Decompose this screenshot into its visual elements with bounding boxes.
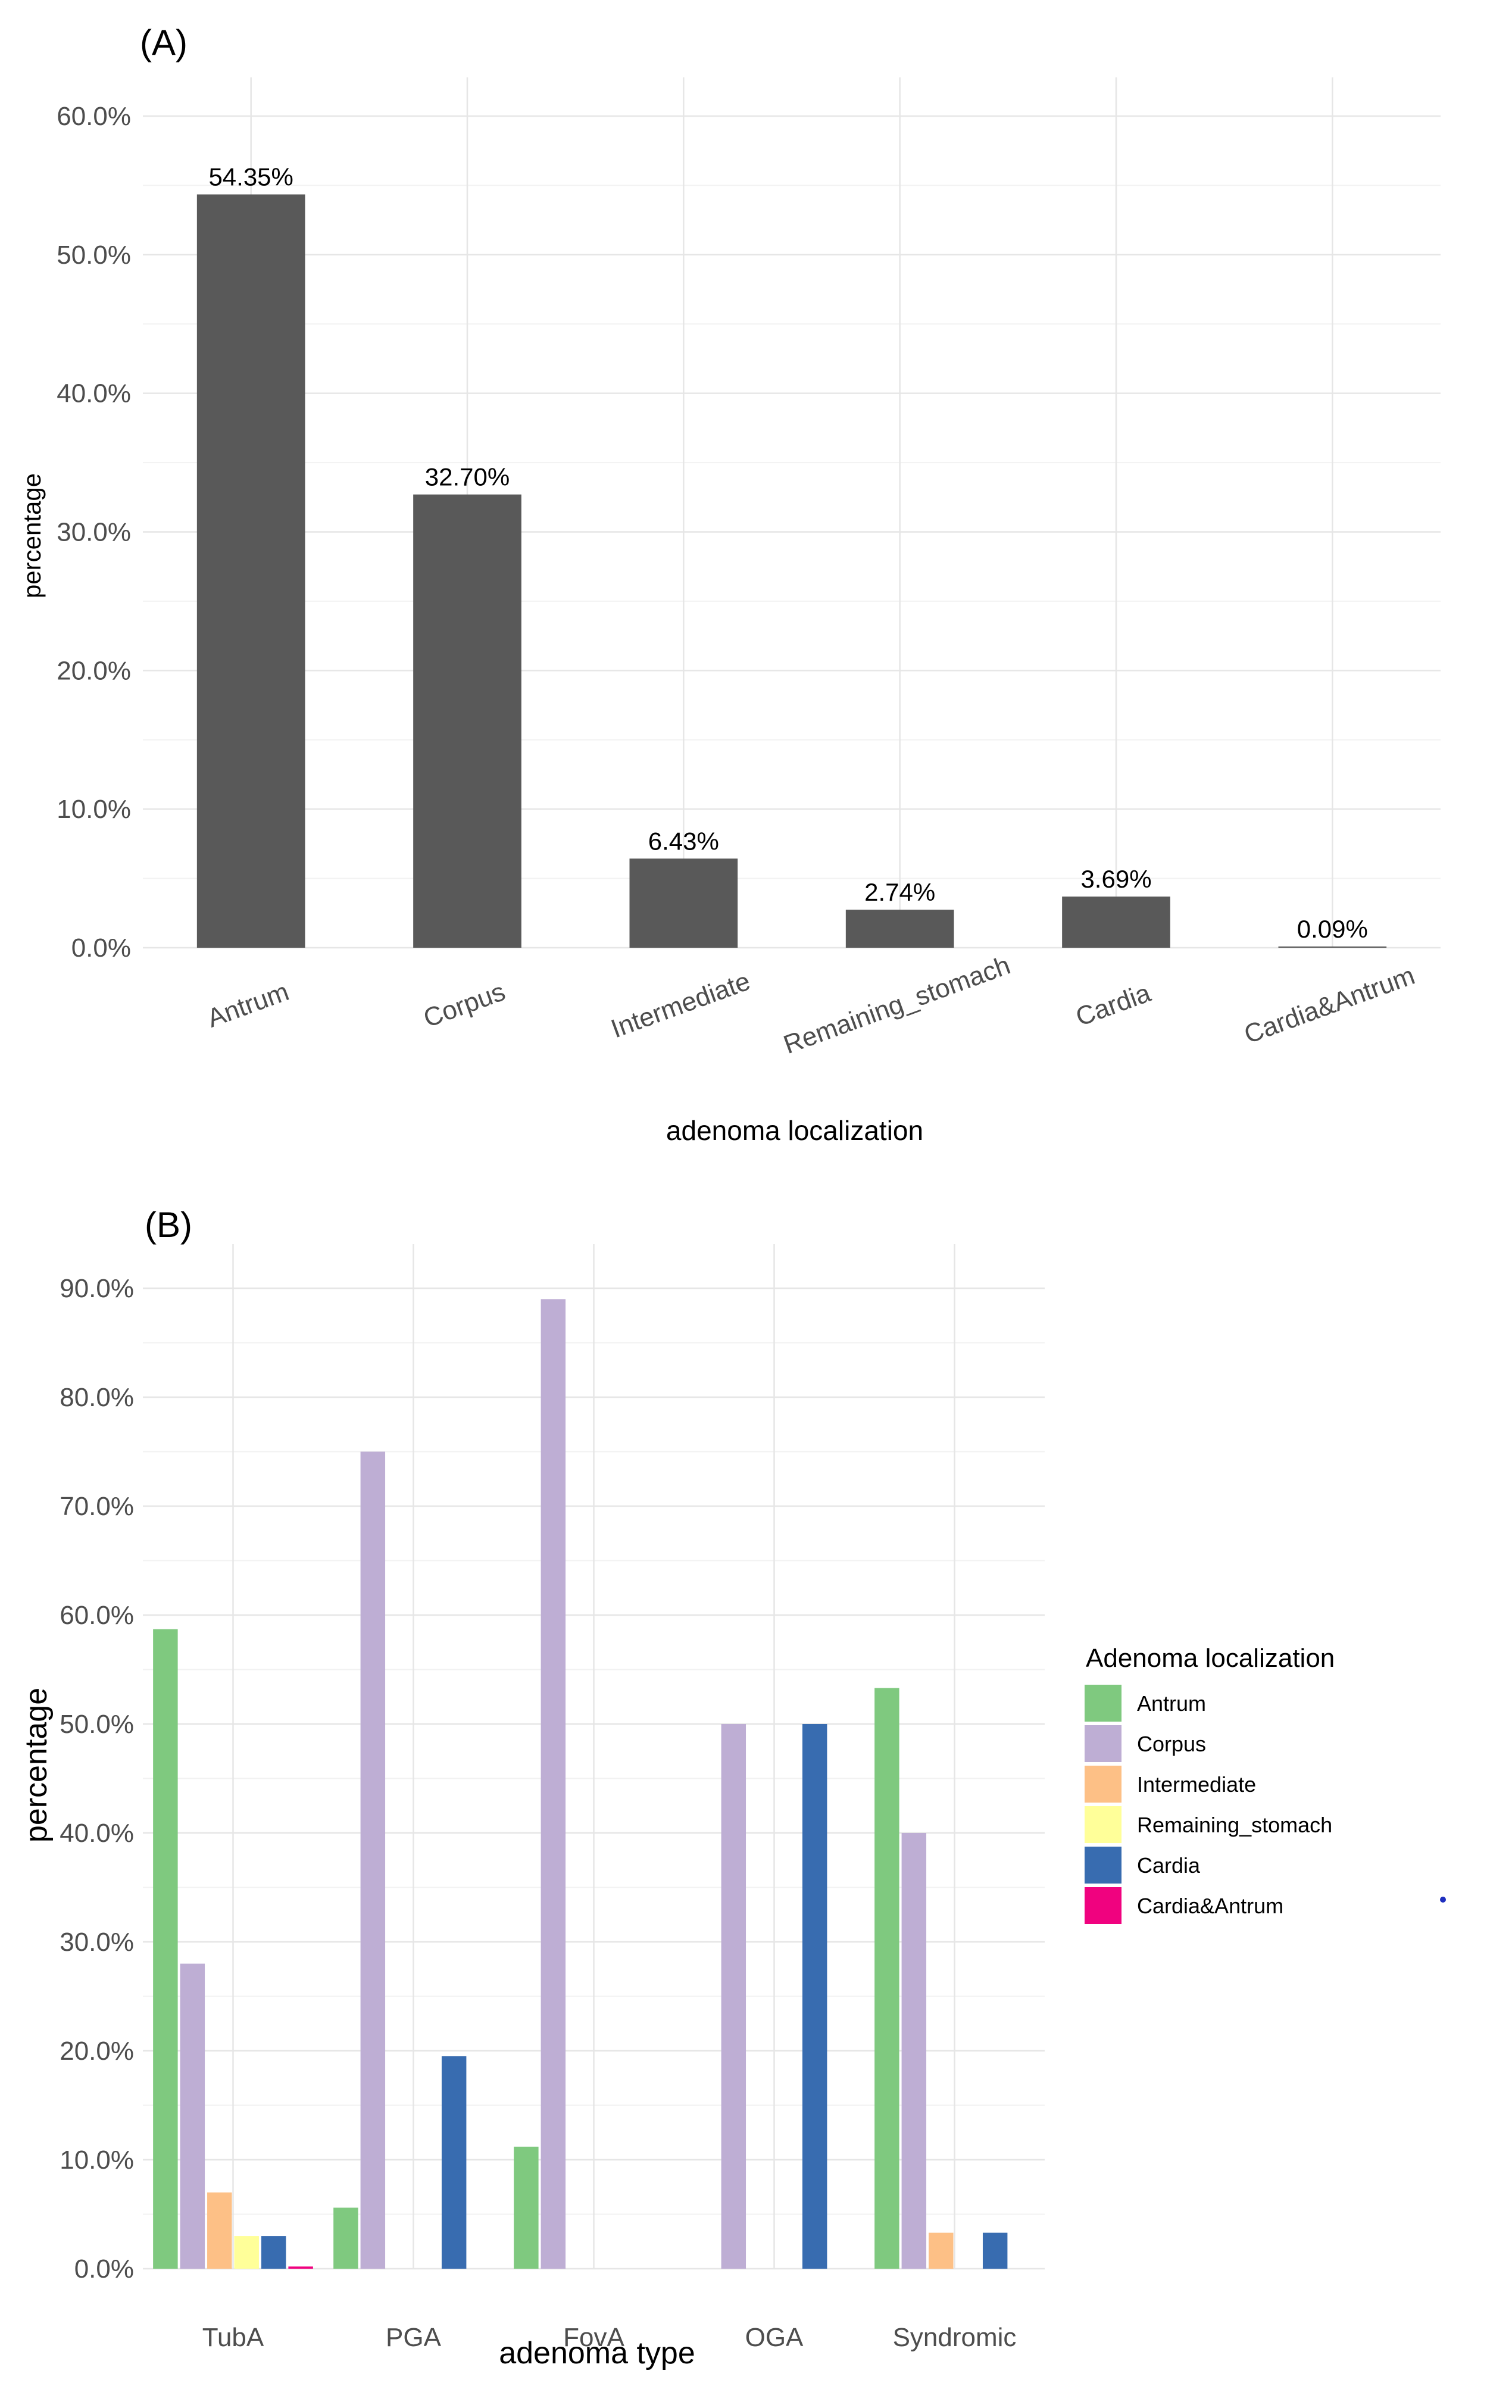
bar-syndromic-cardia — [982, 2232, 1008, 2269]
x-tick-label-cardia-antrum: Cardia&Antrum — [1241, 961, 1419, 1050]
panel-a-y-axis-title: percentage — [18, 473, 46, 598]
x-tick-label-fova: FovA — [563, 2323, 624, 2352]
bar-tuba-antrum — [153, 1629, 178, 2269]
legend-swatch-corpus — [1085, 1725, 1121, 1762]
y-tick-label: 80.0% — [60, 1383, 134, 1412]
panel-b-y-axis-title: percentage — [19, 1688, 54, 1842]
panel-b-y-tick-labels: 0.0% 10.0% 20.0% 30.0% 40.0% 50.0% 60.0% 70.0% 8… — [60, 1274, 134, 2284]
bar-pga-antrum — [333, 2207, 358, 2269]
x-tick-label-corpus: Corpus — [420, 977, 509, 1033]
y-tick-label: 10.0% — [60, 2145, 134, 2175]
panel-a-bars — [196, 194, 1387, 948]
x-tick-label-tuba: TubA — [202, 2323, 264, 2352]
bar-pga-corpus — [360, 1451, 386, 2269]
x-tick-label-syndromic: Syndromic — [893, 2323, 1017, 2352]
panel-a-data-labels: 54.35% 32.70% 6.43% 2.74% 3.69% 0.09% — [208, 163, 1367, 943]
legend-label-intermediate: Intermediate — [1137, 1772, 1256, 1797]
y-tick-label: 30.0% — [57, 518, 131, 547]
bar-pga-cardia — [441, 2056, 467, 2269]
bar-oga-cardia — [802, 1724, 827, 2269]
y-tick-label: 90.0% — [60, 1274, 134, 1303]
y-tick-label: 30.0% — [60, 1928, 134, 1957]
bar-syndromic-antrum — [874, 1688, 899, 2269]
legend-label-cardia-antrum: Cardia&Antrum — [1137, 1894, 1283, 1918]
y-tick-label: 50.0% — [57, 241, 131, 270]
bar-label-antrum: 54.35% — [208, 163, 293, 191]
bar-intermediate — [629, 858, 738, 948]
panel-a-x-tick-labels: Antrum Corpus Intermediate Remaining_stomac… — [204, 951, 1419, 1060]
y-tick-label: 0.0% — [71, 933, 131, 963]
bar-label-intermediate: 6.43% — [648, 827, 719, 855]
panel-b-label: (B) — [145, 1205, 192, 1245]
bar-tuba-cardia-antrum — [288, 2266, 313, 2269]
panel-a-label: (A) — [140, 23, 188, 63]
panel-b-chart: (B) 0.0% 10.0% 20.0% 30.0% 40.0% 50.0% 60.0% 70… — [19, 1205, 1446, 2370]
bar-label-cardia-antrum: 0.09% — [1297, 915, 1368, 943]
bar-remaining-stomach — [845, 910, 954, 948]
x-tick-label-pga: PGA — [386, 2323, 442, 2352]
y-tick-label: 10.0% — [57, 795, 131, 824]
y-tick-label: 70.0% — [60, 1492, 134, 1521]
bar-antrum — [196, 194, 305, 948]
bar-tuba-corpus — [180, 1963, 205, 2269]
bar-syndromic-corpus — [901, 1833, 927, 2269]
legend-swatch-antrum — [1085, 1685, 1121, 1722]
bar-cardia-antrum — [1278, 946, 1387, 948]
panel-b-bars — [153, 1299, 1008, 2269]
panel-a-chart: (A) 54.35% 32.70% 6.43% 2.74% 3.69% 0.09% 0.0… — [18, 23, 1441, 1146]
legend-label-antrum: Antrum — [1137, 1691, 1206, 1716]
bar-label-corpus: 32.70% — [425, 463, 510, 491]
legend-swatch-cardia-antrum — [1085, 1887, 1121, 1924]
x-tick-label-intermediate: Intermediate — [607, 967, 754, 1044]
bar-fova-corpus — [541, 1299, 566, 2269]
x-tick-label-oga: OGA — [745, 2323, 804, 2352]
legend-label-corpus: Corpus — [1137, 1732, 1206, 1756]
y-tick-label: 20.0% — [60, 2037, 134, 2066]
y-tick-label: 20.0% — [57, 656, 131, 685]
bar-tuba-intermediate — [207, 2192, 232, 2269]
panel-b-x-axis-title: adenoma type — [499, 2336, 695, 2370]
x-tick-label-cardia: Cardia — [1072, 978, 1155, 1032]
legend-title: Adenoma localization — [1086, 1644, 1335, 1673]
x-tick-label-antrum: Antrum — [204, 977, 293, 1033]
bar-syndromic-intermediate — [929, 2232, 954, 2269]
bar-label-remaining-stomach: 2.74% — [864, 878, 935, 906]
y-tick-label: 40.0% — [60, 1819, 134, 1848]
panel-b-legend: Adenoma localization Antrum Corpus Interme… — [1085, 1644, 1446, 1924]
bar-label-cardia: 3.69% — [1080, 865, 1151, 893]
bar-fova-antrum — [514, 2147, 539, 2269]
panel-a-gridlines — [143, 77, 1441, 949]
legend-swatch-remaining-stomach — [1085, 1806, 1121, 1843]
legend-items: Antrum Corpus Intermediate Remaining_stomac… — [1085, 1685, 1332, 1924]
y-tick-label: 60.0% — [57, 102, 131, 131]
bar-tuba-remaining-stomach — [234, 2236, 259, 2269]
y-tick-label: 60.0% — [60, 1601, 134, 1630]
bar-corpus — [413, 494, 521, 948]
legend-label-cardia: Cardia — [1137, 1853, 1201, 1878]
panel-a-x-axis-title: adenoma localization — [666, 1115, 923, 1146]
panel-b-x-tick-labels: TubA PGA FovA OGA Syndromic — [202, 2323, 1017, 2352]
y-tick-label: 40.0% — [57, 379, 131, 408]
y-tick-label: 50.0% — [60, 1710, 134, 1739]
bar-oga-corpus — [721, 1724, 746, 2269]
legend-label-remaining-stomach: Remaining_stomach — [1137, 1813, 1332, 1837]
x-tick-label-remaining-stomach: Remaining_stomach — [780, 951, 1014, 1060]
legend-swatch-cardia — [1085, 1847, 1121, 1884]
y-tick-label: 0.0% — [74, 2254, 134, 2284]
bar-tuba-cardia — [261, 2236, 286, 2269]
bar-cardia — [1062, 897, 1170, 948]
panel-a-y-tick-labels: 0.0% 10.0% 20.0% 30.0% 40.0% 50.0% 60.0% — [57, 102, 131, 963]
stray-dot — [1440, 1897, 1446, 1903]
legend-swatch-intermediate — [1085, 1766, 1121, 1803]
